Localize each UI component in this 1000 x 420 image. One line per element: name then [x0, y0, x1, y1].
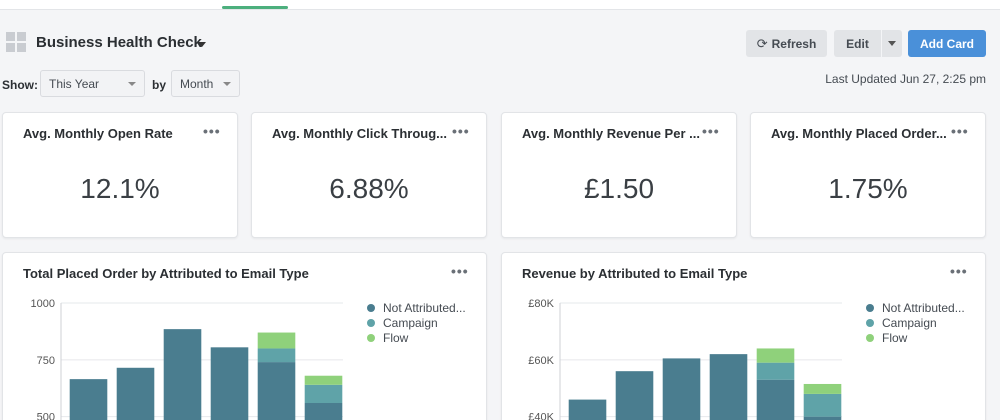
bar-campaign	[756, 362, 795, 380]
metric-card-title: Avg. Monthly Placed Order...	[771, 126, 947, 141]
bar-not-attributed	[163, 329, 202, 420]
legend-label: Not Attributed...	[383, 301, 466, 315]
y-tick-label: 750	[37, 355, 55, 367]
edit-dropdown-button[interactable]	[882, 30, 902, 57]
metric-card-placed-order: Avg. Monthly Placed Order... ••• 1.75%	[750, 112, 986, 238]
dashboard-grid-icon[interactable]	[6, 32, 26, 52]
bar-not-attributed	[803, 416, 842, 420]
bar-flow	[257, 332, 296, 349]
bar-not-attributed	[615, 371, 654, 420]
y-tick-label: £80K	[528, 298, 554, 310]
metric-card-title: Avg. Monthly Click Throug...	[272, 126, 448, 141]
more-options-icon[interactable]: •••	[950, 263, 968, 279]
legend-item-not-attributed[interactable]: Not Attributed...	[866, 301, 965, 315]
bar-not-attributed	[69, 379, 108, 420]
legend-label: Campaign	[383, 316, 438, 330]
metric-card-click-through: Avg. Monthly Click Throug... ••• 6.88%	[251, 112, 487, 238]
revenue-bar-chart: £80K £60K £40K	[528, 298, 842, 420]
bar-not-attributed	[568, 399, 607, 420]
legend-swatch	[866, 319, 874, 327]
chevron-down-icon	[223, 82, 231, 86]
refresh-button[interactable]: ⟳ Refresh	[746, 30, 827, 57]
legend-item-campaign[interactable]: Campaign	[367, 316, 438, 330]
legend-swatch	[866, 304, 874, 312]
bar-not-attributed	[210, 347, 249, 420]
metric-value: 1.75%	[828, 173, 908, 204]
legend-item-flow[interactable]: Flow	[866, 331, 907, 345]
bar-not-attributed	[304, 403, 343, 420]
time-range-select[interactable]: This Year	[40, 70, 145, 97]
metric-value: 12.1%	[80, 173, 160, 204]
legend-swatch	[367, 319, 375, 327]
bar-not-attributed	[257, 362, 296, 420]
last-updated-text: Last Updated Jun 27, 2:25 pm	[825, 72, 986, 86]
legend-label: Campaign	[882, 316, 937, 330]
bar-campaign	[304, 384, 343, 403]
interval-select[interactable]: Month	[171, 70, 240, 97]
more-options-icon[interactable]: •••	[451, 263, 469, 279]
metric-card-open-rate: Avg. Monthly Open Rate ••• 12.1%	[2, 112, 238, 238]
bar-campaign	[803, 393, 842, 417]
chart-card-placed-order: Total Placed Order by Attributed to Emai…	[2, 252, 487, 420]
top-nav-bar	[0, 0, 1000, 10]
placed-order-bar-chart: 1000 750 500	[31, 298, 343, 420]
y-tick-label: 500	[37, 412, 55, 420]
bar-campaign	[257, 348, 296, 363]
edit-button[interactable]: Edit	[834, 30, 881, 57]
legend-item-not-attributed[interactable]: Not Attributed...	[367, 301, 466, 315]
chevron-down-icon	[128, 82, 136, 86]
title-dropdown-caret-icon[interactable]	[198, 42, 206, 47]
legend-item-flow[interactable]: Flow	[367, 331, 408, 345]
more-options-icon[interactable]: •••	[452, 123, 470, 139]
active-tab-indicator	[222, 6, 288, 9]
metric-value: £1.50	[583, 173, 655, 204]
more-options-icon[interactable]: •••	[702, 123, 720, 139]
more-options-icon[interactable]: •••	[951, 123, 969, 139]
by-label: by	[152, 78, 167, 92]
bar-flow	[803, 383, 842, 394]
show-label: Show:	[2, 78, 38, 92]
y-tick-label: £60K	[528, 355, 554, 367]
chart-card-revenue: Revenue by Attributed to Email Type ••• …	[501, 252, 986, 420]
chevron-down-icon	[888, 41, 896, 46]
bar-not-attributed	[662, 358, 701, 420]
bar-not-attributed	[116, 367, 155, 420]
more-options-icon[interactable]: •••	[203, 123, 221, 139]
refresh-icon: ⟳	[756, 35, 768, 51]
y-tick-label: £40K	[528, 412, 554, 420]
chart-title: Total Placed Order by Attributed to Emai…	[23, 266, 309, 281]
legend-swatch	[367, 334, 375, 342]
legend-swatch	[866, 334, 874, 342]
chart-title: Revenue by Attributed to Email Type	[522, 266, 748, 281]
bar-not-attributed	[709, 354, 748, 420]
legend-label: Flow	[882, 331, 908, 345]
dashboard-header: Business Health Check	[0, 28, 1000, 60]
legend-label: Flow	[383, 331, 409, 345]
bar-not-attributed	[756, 379, 795, 420]
add-card-button[interactable]: Add Card	[908, 30, 986, 57]
legend-label: Not Attributed...	[882, 301, 965, 315]
interval-value: Month	[180, 76, 214, 91]
legend-item-campaign[interactable]: Campaign	[866, 316, 937, 330]
time-range-value: This Year	[49, 76, 100, 91]
metric-card-revenue-per: Avg. Monthly Revenue Per ... ••• £1.50	[501, 112, 737, 238]
metric-value: 6.88%	[329, 173, 409, 204]
metric-card-title: Avg. Monthly Open Rate	[23, 126, 173, 141]
dashboard-title[interactable]: Business Health Check	[36, 34, 202, 51]
refresh-label: Refresh	[771, 36, 817, 51]
legend-swatch	[367, 304, 375, 312]
y-tick-label: 1000	[31, 298, 55, 310]
bar-flow	[756, 348, 795, 363]
bar-flow	[304, 375, 343, 385]
metric-card-title: Avg. Monthly Revenue Per ...	[522, 126, 700, 141]
